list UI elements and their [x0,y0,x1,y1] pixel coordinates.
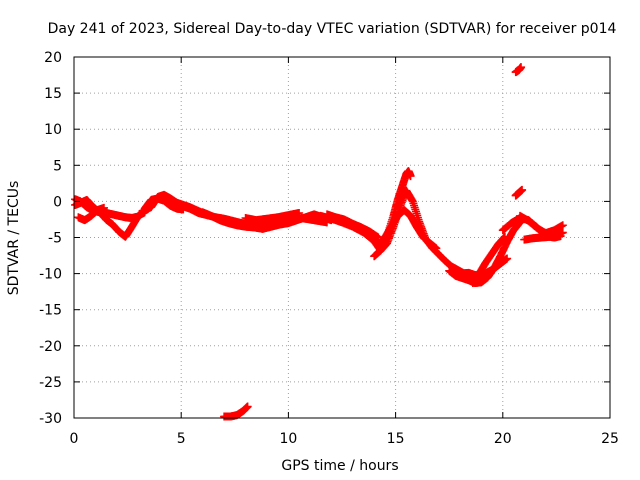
data-point [243,402,252,411]
data-track [316,186,469,278]
data-track [374,206,441,253]
data-point [558,228,567,237]
x-tick-label: 25 [601,431,619,447]
data-point [500,232,509,241]
y-tick-label: 20 [44,50,62,66]
x-tick-label: 15 [387,431,405,447]
data-track [241,208,304,225]
data-point [518,185,527,194]
data-point [406,172,415,181]
x-tick-label: 20 [494,431,512,447]
data-point [134,212,143,221]
data-point [432,244,441,253]
chart-title: Day 241 of 2023, Sidereal Day-to-day VTE… [48,21,617,37]
data-track [520,228,567,244]
data-track [370,167,415,261]
x-tick-label: 10 [279,431,297,447]
data-track [511,185,527,200]
y-tick-label: 5 [53,158,62,174]
y-axis-label: SDTVAR / TECUs [6,181,22,296]
y-tick-label: 0 [53,194,62,210]
grid-lines [74,57,610,418]
x-axis-label: GPS time / hours [281,458,398,474]
x-tick-label: 5 [177,431,186,447]
tick-labels: 0 5 10 15 20 25 -30 -25 -20 -15 -10 -5 0 5 10 15 20 [39,50,619,447]
data-track [74,203,109,225]
data-track [515,211,567,238]
data-point [503,254,512,263]
data-point [517,63,526,72]
axis-ticks [73,56,611,419]
data-point [100,203,109,212]
y-tick-label: -20 [39,339,62,355]
data-track [468,232,509,287]
y-tick-label: -10 [39,267,62,283]
data-point [558,221,567,230]
y-tick-label: -30 [39,411,62,427]
y-tick-label: -15 [39,303,62,319]
data-point [295,208,304,217]
x-tick-label: 0 [70,431,79,447]
y-tick-label: -25 [39,375,62,391]
y-tick-label: 10 [44,122,62,138]
y-tick-label: -5 [48,231,62,247]
data-track [511,63,526,77]
y-tick-label: 15 [44,86,62,102]
data-track [322,210,383,242]
data-points [71,63,567,421]
